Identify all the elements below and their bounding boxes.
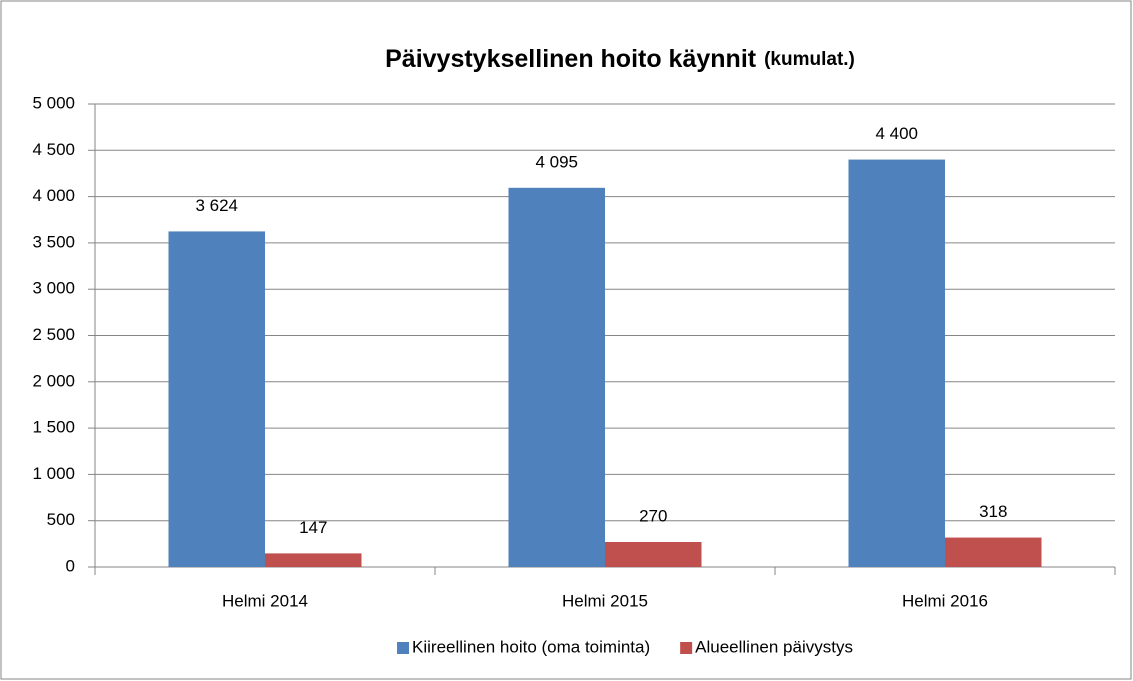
bar <box>508 187 605 568</box>
x-tick-label: Helmi 2016 <box>902 591 988 610</box>
data-label: 3 624 <box>195 196 238 215</box>
data-label: 147 <box>299 518 327 537</box>
bar <box>265 553 362 567</box>
y-tick-label: 2 500 <box>32 325 75 344</box>
legend-label: Kiireellinen hoito (oma toiminta) <box>412 637 650 656</box>
y-tick-label: 3 500 <box>32 232 75 251</box>
y-tick-label: 500 <box>47 510 75 529</box>
bar <box>605 541 702 567</box>
y-tick-label: 4 500 <box>32 140 75 159</box>
legend-swatch <box>397 642 410 654</box>
legend-swatch <box>680 642 693 654</box>
x-tick-label: Helmi 2015 <box>562 591 648 610</box>
y-tick-label: 1 000 <box>32 464 75 483</box>
legend-label: Alueellinen päivystys <box>695 637 853 656</box>
y-tick-label: 2 000 <box>32 371 75 390</box>
y-tick-label: 0 <box>66 556 75 575</box>
title-note: (kumulat.) <box>764 49 855 70</box>
y-tick-label: 3 000 <box>32 279 75 298</box>
data-label: 318 <box>979 502 1007 521</box>
y-tick-label: 1 500 <box>32 418 75 437</box>
data-label: 270 <box>639 506 667 525</box>
title-main: Päivystyksellinen hoito käynnit <box>385 45 757 73</box>
x-tick-label: Helmi 2014 <box>222 591 308 610</box>
bar <box>945 537 1042 567</box>
y-tick-label: 4 000 <box>32 186 75 205</box>
y-tick-label: 5 000 <box>32 93 75 112</box>
data-label: 4 400 <box>875 124 918 143</box>
bar <box>168 231 265 567</box>
chart-title: Päivystyksellinen hoito käynnit (kumulat.… <box>385 45 855 73</box>
bar <box>848 159 945 567</box>
data-label: 4 095 <box>535 152 578 171</box>
